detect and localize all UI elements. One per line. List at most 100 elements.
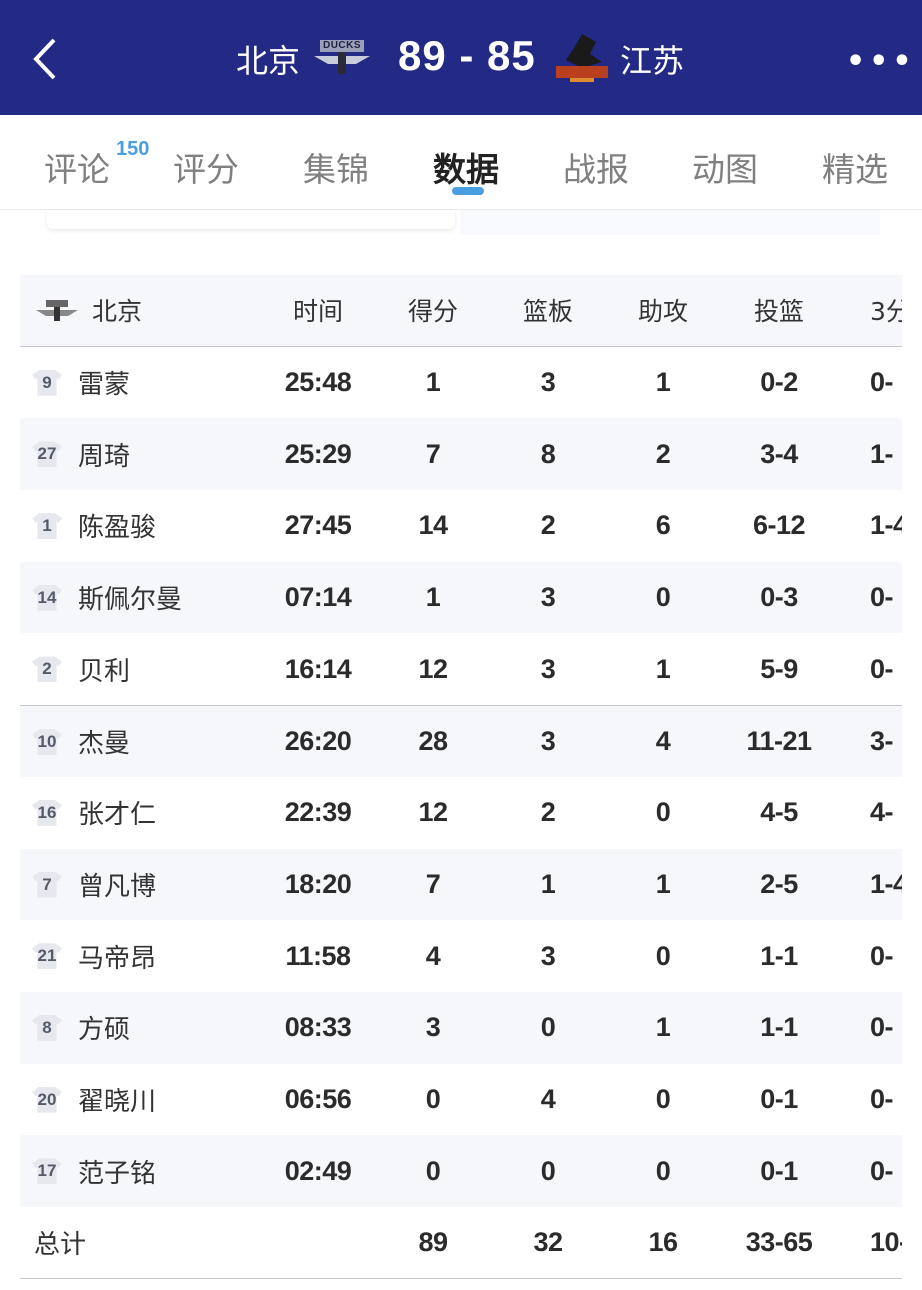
col-rebounds[interactable]: 篮板 [522,297,573,327]
points: 3 [425,1012,441,1043]
home-team-logo [314,40,370,74]
player-name[interactable]: 斯佩尔曼 [78,585,183,616]
ellipsis-icon[interactable]: ••• [846,44,916,79]
total-field-goals: 33-65 [745,1226,813,1257]
table-header: 北京 时间 得分 篮板 助攻 投篮 3分 [20,275,902,347]
minutes: 06:56 [284,1083,352,1114]
tab-ratings[interactable]: 评分 [173,150,239,189]
jersey-icon: 14 [32,584,62,611]
player-name[interactable]: 范子铭 [78,1158,157,1189]
away-team-name: 江苏 [620,42,685,80]
assists: 1 [655,868,671,899]
assists: 0 [655,940,671,971]
table-row[interactable]: 7 曾凡博 18:20 7 1 1 2-5 1-4 [20,848,902,921]
jersey-icon: 20 [32,1086,62,1113]
tab-featured[interactable]: 精选 [822,150,888,189]
comment-count-badge: 150 [116,138,150,160]
player-name[interactable]: 周琦 [78,441,131,472]
col-three-pointers[interactable]: 3分 [870,297,902,327]
tab-comments[interactable]: 评论 [44,150,110,189]
tab-bar: 评论 150 评分 集锦 数据 战报 动图 精选 [0,115,922,210]
home-team-name: 北京 [236,42,301,80]
assists: 1 [655,653,671,684]
field-goals: 4-5 [760,797,798,828]
points: 1 [425,367,441,398]
jersey-icon: 10 [32,729,62,756]
rebounds: 1 [540,868,556,899]
assists: 1 [655,1012,671,1043]
tab-highlights[interactable]: 集锦 [303,150,369,189]
player-name[interactable]: 方硕 [78,1015,131,1046]
tab-gifs[interactable]: 动图 [692,150,758,189]
col-time[interactable]: 时间 [292,297,343,327]
player-name[interactable]: 马帝昂 [78,943,157,974]
player-name[interactable]: 陈盈骏 [78,513,157,544]
assists: 2 [655,438,671,469]
player-name[interactable]: 张才仁 [78,800,157,831]
rebounds: 8 [540,438,556,469]
minutes: 02:49 [284,1155,352,1186]
field-goals: 0-2 [760,367,798,398]
team-switch-away[interactable] [460,210,880,235]
table-row[interactable]: 16 张才仁 22:39 12 2 0 4-5 4- [20,776,902,849]
table-row[interactable]: 14 斯佩尔曼 07:14 1 3 0 0-3 0- [20,561,902,634]
rebounds: 4 [540,1083,556,1114]
field-goals: 2-5 [760,868,798,899]
total-three-pointers: 10- [870,1226,902,1257]
assists: 4 [655,725,671,756]
totals-label: 总计 [34,1229,87,1260]
col-field-goals[interactable]: 投篮 [753,297,804,327]
rebounds: 3 [540,725,556,756]
jersey-icon: 16 [32,799,62,826]
field-goals: 0-1 [760,1083,798,1114]
player-name[interactable]: 雷蒙 [78,370,131,401]
three-pointers: 0- [870,653,894,684]
three-pointers: 1- [870,438,894,469]
jersey-icon: 17 [32,1158,62,1185]
player-name[interactable]: 贝利 [78,656,131,687]
rebounds: 3 [540,367,556,398]
game-header: 北京 DUCKS 89 - 85 江苏 ••• [0,0,922,115]
field-goals: 3-4 [760,438,798,469]
jersey-icon: 1 [32,513,62,540]
table-row[interactable]: 27 周琦 25:29 7 8 2 3-4 1- [20,418,902,491]
minutes: 25:48 [284,367,352,398]
minutes: 25:29 [284,438,352,469]
chevron-left-icon[interactable] [30,36,70,82]
jersey-icon: 9 [32,369,62,396]
table-row[interactable]: 2 贝利 16:14 12 3 1 5-9 0- [20,633,902,706]
field-goals: 0-1 [760,1155,798,1186]
field-goals: 0-3 [760,582,798,613]
three-pointers: 0- [870,1155,894,1186]
jersey-icon: 8 [32,1014,62,1041]
three-pointers: 0- [870,1012,894,1043]
totals-row: 总计 89 32 16 33-65 10- [20,1206,902,1279]
tab-stats[interactable]: 数据 [433,150,499,189]
col-points[interactable]: 得分 [407,297,458,327]
table-row[interactable]: 20 翟晓川 06:56 0 4 0 0-1 0- [20,1063,902,1136]
points: 28 [418,725,448,756]
tab-report[interactable]: 战报 [563,150,629,189]
player-name[interactable]: 翟晓川 [78,1086,157,1117]
table-row[interactable]: 8 方硕 08:33 3 0 1 1-1 0- [20,991,902,1064]
points: 14 [418,510,448,541]
player-name[interactable]: 杰曼 [78,728,131,759]
table-row[interactable]: 9 雷蒙 25:48 1 3 1 0-2 0- [20,346,902,419]
three-pointers: 1-4 [870,510,902,541]
field-goals: 6-12 [752,510,806,541]
table-row[interactable]: 1 陈盈骏 27:45 14 2 6 6-12 1-4 [20,490,902,562]
team-name: 北京 [92,297,143,327]
three-pointers: 4- [870,797,894,828]
player-name[interactable]: 曾凡博 [78,871,157,902]
field-goals: 5-9 [760,653,798,684]
three-pointers: 1-4 [870,868,902,899]
points: 4 [425,940,441,971]
table-row[interactable]: 21 马帝昂 11:58 4 3 0 1-1 0- [20,920,902,992]
minutes: 08:33 [284,1012,352,1043]
col-assists[interactable]: 助攻 [637,297,688,327]
three-pointers: 0- [870,367,894,398]
table-row[interactable]: 10 杰曼 26:20 28 3 4 11-21 3- [20,705,902,777]
field-goals: 1-1 [760,1012,798,1043]
team-switch-home[interactable] [47,210,455,229]
table-row[interactable]: 17 范子铭 02:49 0 0 0 0-1 0- [20,1135,902,1207]
